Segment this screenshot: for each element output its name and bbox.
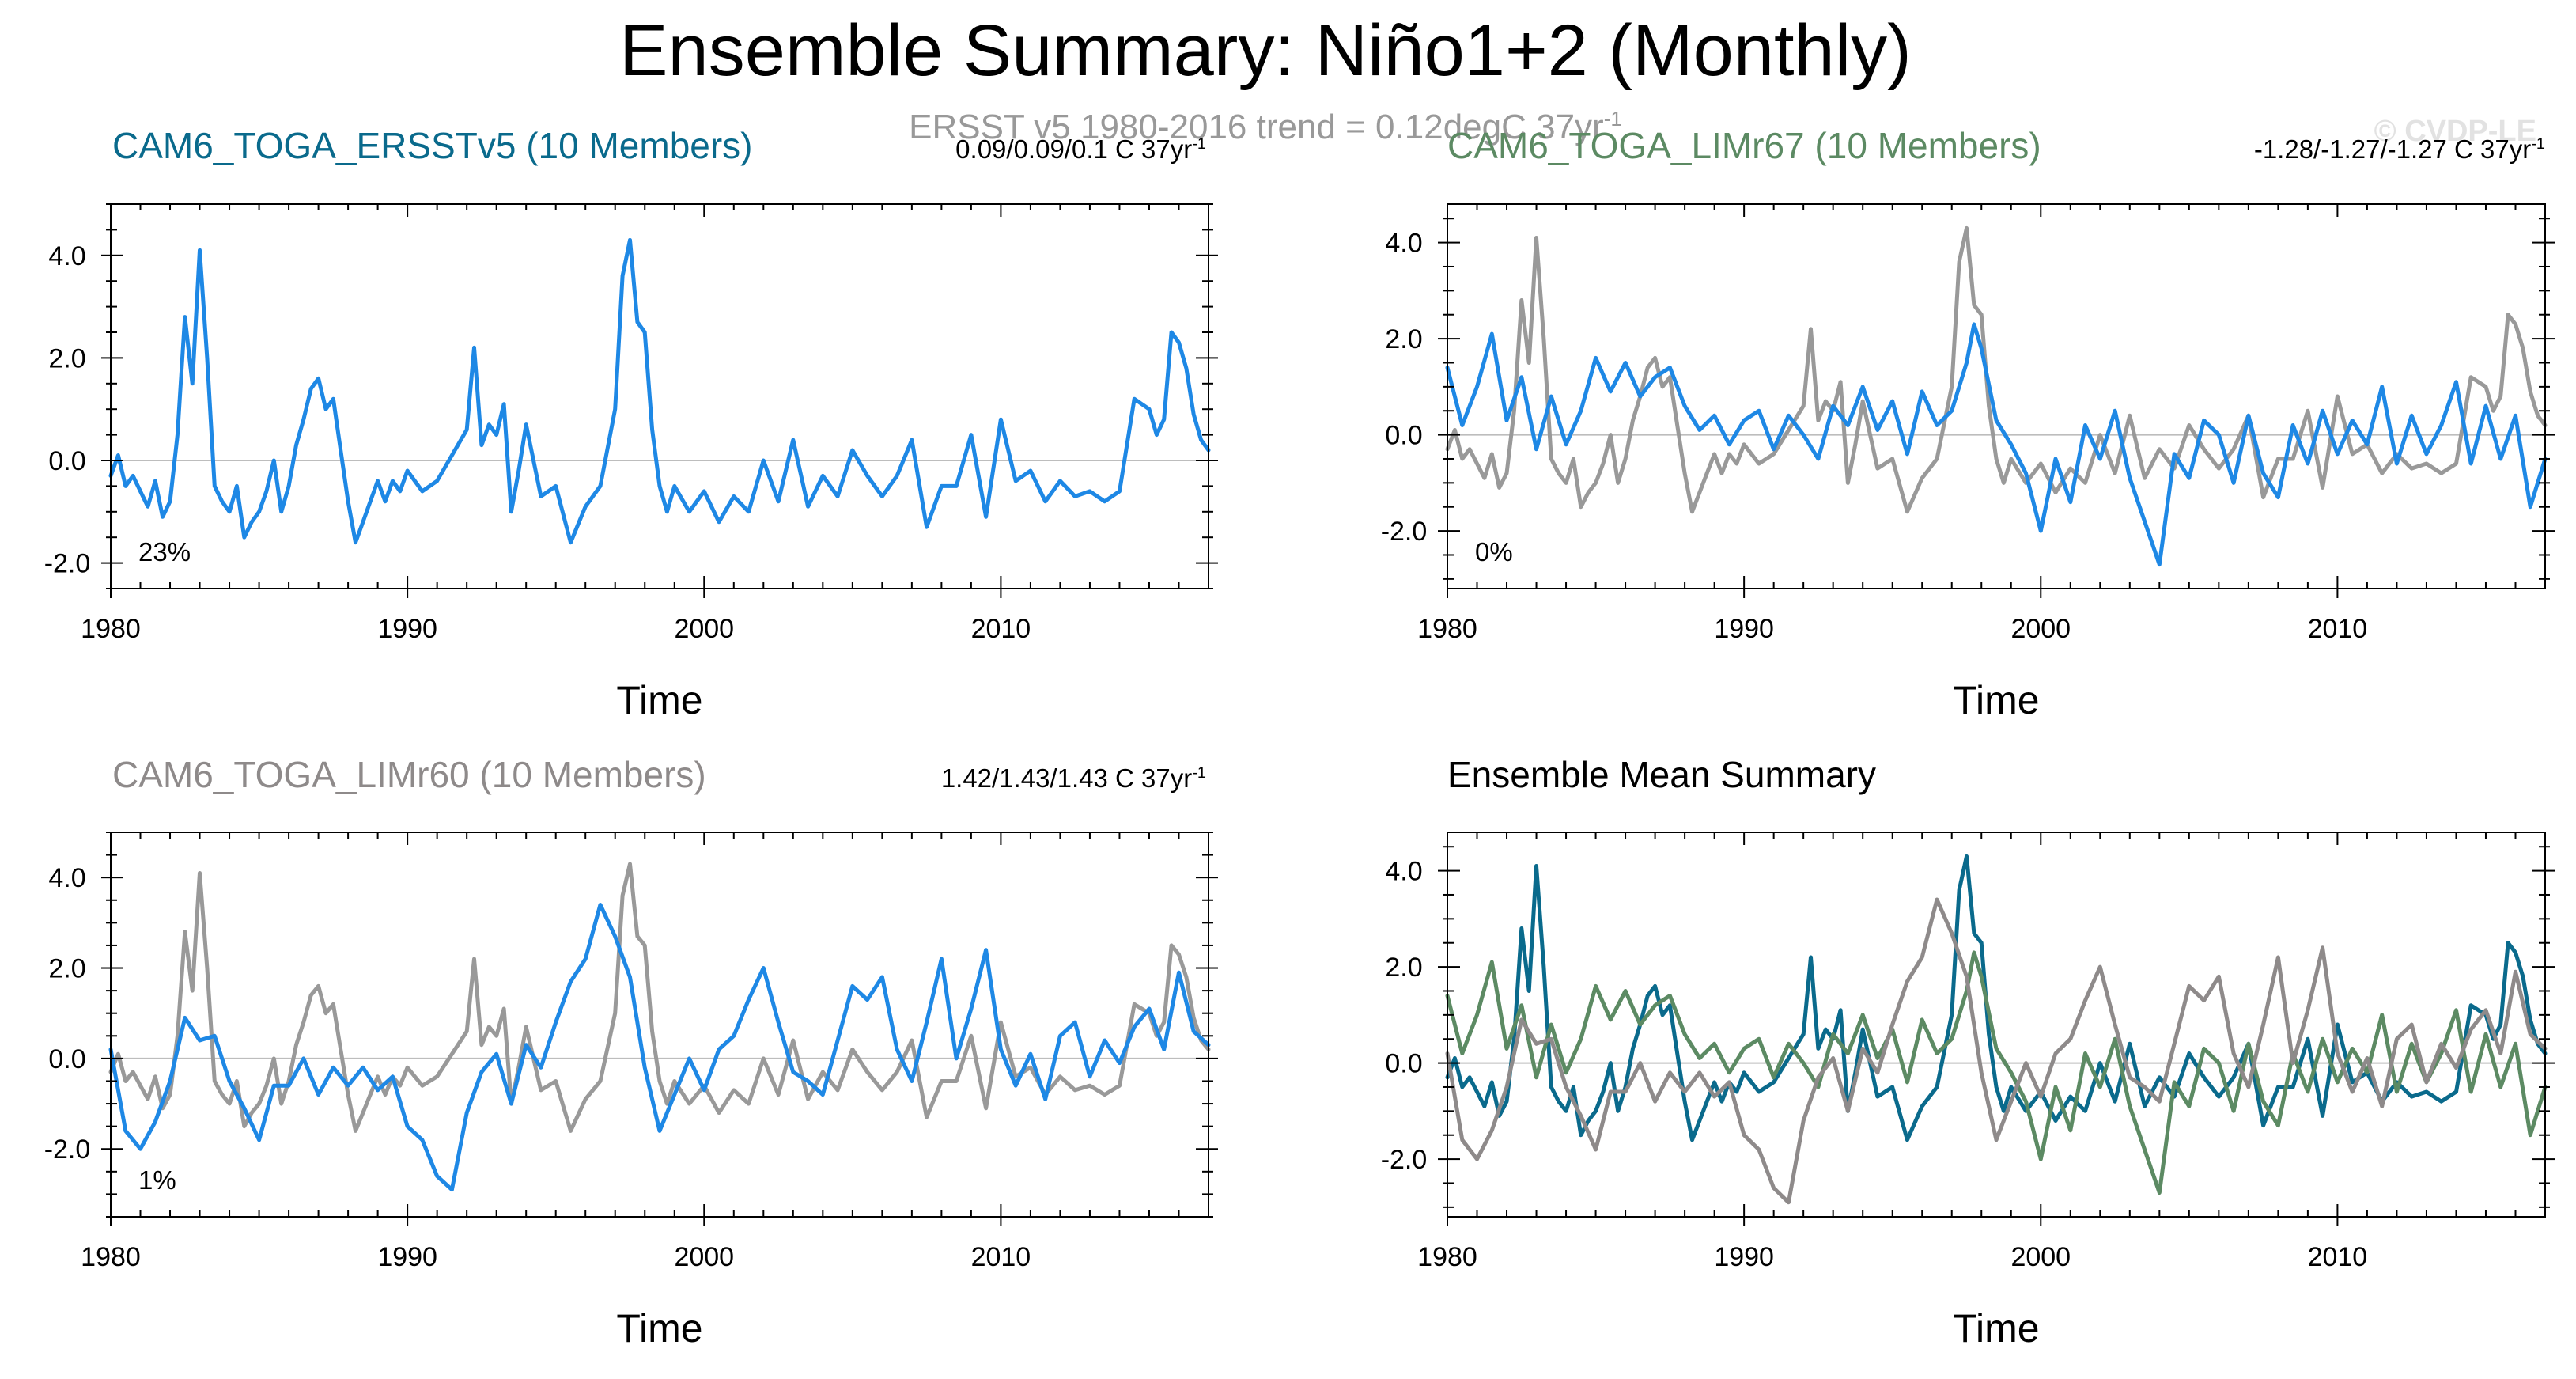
trend-text: 1.42/1.43/1.43 C 37yr <box>941 763 1192 793</box>
x-tick-label: 2010 <box>971 1242 1031 1272</box>
x-tick-label: 1980 <box>81 1242 141 1272</box>
series-line <box>108 237 1211 545</box>
plot-frame <box>1447 203 2546 589</box>
copyright-label: © CVDP-LE <box>2374 115 2536 148</box>
x-tick-label: 2010 <box>971 614 1031 644</box>
series-group <box>108 237 1211 545</box>
panel-trend: 1.42/1.43/1.43 C 37yr-1 <box>941 763 1206 793</box>
tick-marks <box>101 203 1218 598</box>
y-tick-label: 0.0 <box>48 446 85 476</box>
series-line <box>1445 225 2548 514</box>
series-line <box>1445 322 2548 567</box>
y-tick-label: -2.0 <box>1381 517 1428 547</box>
x-tick-label: 2010 <box>2308 1242 2368 1272</box>
series-line <box>108 903 1211 1192</box>
x-tick-label: 2000 <box>2010 1242 2071 1272</box>
percent-label: 0% <box>1475 537 1513 566</box>
x-tick-label: 2000 <box>674 1242 734 1272</box>
y-tick-label: -2.0 <box>44 1135 91 1165</box>
x-tick-label: 2010 <box>2308 614 2368 644</box>
y-tick-label: 2.0 <box>1385 953 1422 983</box>
x-tick-label: 1990 <box>377 614 437 644</box>
x-axis-label: Time <box>616 678 702 722</box>
figure-subtitle: ERSST v5 1980-2016 trend = 0.12degC 37yr… <box>909 107 1622 146</box>
panel-title: CAM6_TOGA_LIMr67 (10 Members) <box>1447 125 2041 166</box>
figure-title: Ensemble Summary: Niño1+2 (Monthly) <box>619 10 1912 91</box>
panel-title: Ensemble Mean Summary <box>1447 754 1876 795</box>
x-tick-label: 2000 <box>2010 614 2071 644</box>
series-line <box>1445 950 2548 1195</box>
panel-trend: -1.28/-1.27/-1.27 C 37yr-1 <box>2254 134 2545 164</box>
y-tick-label: 4.0 <box>1385 229 1422 259</box>
x-tick-label: 1990 <box>1714 614 1774 644</box>
y-tick-label: 0.0 <box>1385 1049 1422 1079</box>
tick-labels: 1980 1990 2000 2010 -2.0 0.0 2.0 4.0 <box>1381 857 2368 1272</box>
subtitle-text: ERSST v5 1980-2016 trend = 0.12degC 37yr <box>909 108 1604 146</box>
tick-labels: 1980 1990 2000 2010 -2.0 0.0 2.0 4.0 <box>44 863 1031 1272</box>
trend-text: -1.28/-1.27/-1.27 C 37yr <box>2254 134 2531 164</box>
series-group <box>1445 854 2548 1205</box>
panel-top-right: CAM6_TOGA_LIMr67 (10 Members) -1.28/-1.2… <box>1381 125 2555 722</box>
tick-labels: 1980 1990 2000 2010 -2.0 0.0 2.0 4.0 <box>44 241 1031 644</box>
x-axis-label: Time <box>1953 1306 2039 1351</box>
series-line <box>1445 897 2548 1205</box>
panel-title: CAM6_TOGA_LIMr60 (10 Members) <box>112 754 706 795</box>
y-tick-label: 4.0 <box>48 241 85 271</box>
series-group <box>1445 225 2548 567</box>
y-tick-label: -2.0 <box>1381 1145 1428 1175</box>
tick-marks <box>101 832 1218 1226</box>
y-tick-label: 0.0 <box>1385 421 1422 451</box>
y-tick-label: 0.0 <box>48 1044 85 1074</box>
x-tick-label: 2000 <box>674 614 734 644</box>
tick-marks <box>1438 832 2555 1226</box>
trend-text: 0.09/0.09/0.1 C 37yr <box>955 134 1192 164</box>
subtitle-superscript: -1 <box>1604 107 1622 131</box>
panel-top-left: CAM6_TOGA_ERSSTv5 (10 Members) 0.09/0.09… <box>44 125 1218 722</box>
y-tick-label: 2.0 <box>1385 324 1422 354</box>
x-axis-label: Time <box>1953 678 2039 722</box>
trend-superscript: -1 <box>1192 764 1206 782</box>
tick-marks <box>1438 204 2555 598</box>
percent-label: 23% <box>138 537 191 566</box>
trend-superscript: -1 <box>1192 135 1206 153</box>
x-tick-label: 1980 <box>81 614 141 644</box>
x-tick-label: 1980 <box>1417 1242 1477 1272</box>
y-tick-label: 4.0 <box>48 863 85 893</box>
x-tick-label: 1990 <box>1714 1242 1774 1272</box>
percent-label: 1% <box>138 1165 176 1195</box>
x-tick-label: 1980 <box>1417 614 1477 644</box>
plot-frame <box>1447 832 2546 1218</box>
y-tick-label: 2.0 <box>48 954 85 984</box>
trend-superscript: -1 <box>2531 135 2545 153</box>
tick-labels: 1980 1990 2000 2010 -2.0 0.0 2.0 4.0 <box>1381 229 2368 644</box>
plot-frame <box>110 832 1209 1218</box>
x-tick-label: 1990 <box>377 1242 437 1272</box>
panel-bottom-right: Ensemble Mean Summary 1980 1990 2000 2010 -2… <box>1381 754 2555 1351</box>
y-tick-label: 4.0 <box>1385 857 1422 887</box>
y-tick-label: 2.0 <box>48 343 85 373</box>
series-line <box>108 862 1211 1133</box>
series-group <box>108 862 1211 1192</box>
plot-frame <box>110 203 1209 589</box>
panel-title: CAM6_TOGA_ERSSTv5 (10 Members) <box>112 125 753 166</box>
panel-bottom-left: CAM6_TOGA_LIMr60 (10 Members) 1.42/1.43/… <box>44 754 1218 1351</box>
y-tick-label: -2.0 <box>44 549 91 579</box>
series-line <box>1445 854 2548 1142</box>
panel-trend: 0.09/0.09/0.1 C 37yr-1 <box>955 134 1206 164</box>
x-axis-label: Time <box>616 1306 702 1351</box>
